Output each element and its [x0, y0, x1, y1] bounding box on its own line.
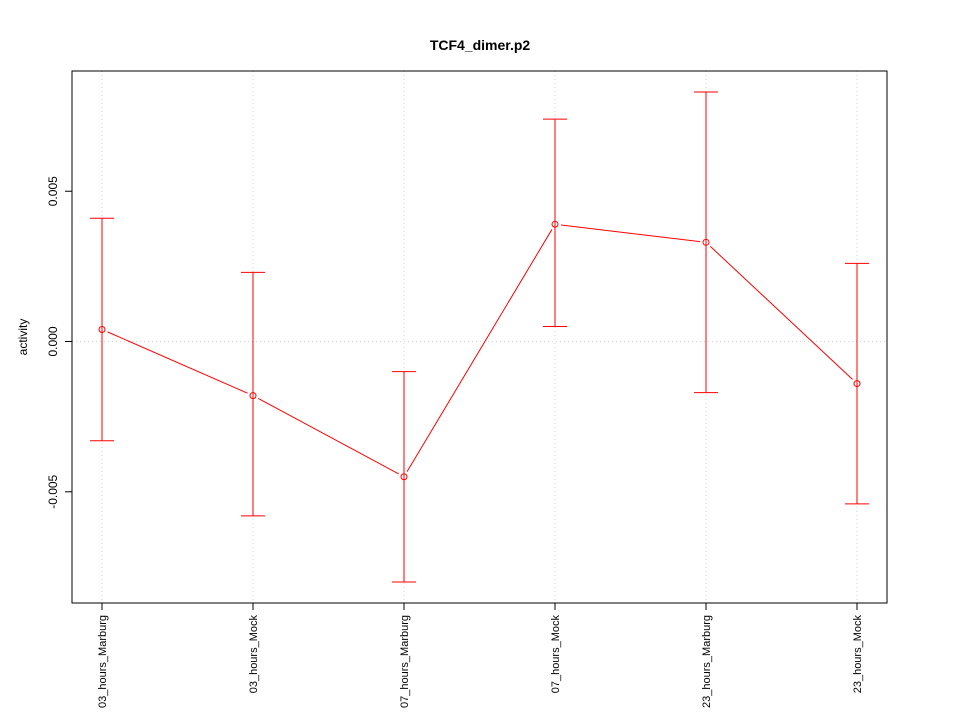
- series-line-segment: [258, 398, 399, 475]
- data-point: [853, 380, 861, 388]
- x-tick-label: 23_hours_Marburg: [701, 615, 713, 708]
- y-axis: -0.005 0.000 0.005: [46, 176, 72, 509]
- data-point: [551, 220, 559, 228]
- x-tick-label: 03_hours_Marburg: [97, 615, 109, 708]
- series-line-segment: [107, 331, 248, 394]
- x-tick-label: 07_hours_Mock: [550, 615, 562, 694]
- plot-frame: [71, 70, 888, 604]
- x-tick-label: 03_hours_Mock: [248, 615, 260, 694]
- data-point: [702, 238, 710, 246]
- x-tick-label: 07_hours_Marburg: [399, 615, 411, 708]
- grid: [72, 71, 887, 603]
- data-point: [249, 392, 257, 400]
- chart-title: TCF4_dimer.p2: [430, 37, 531, 53]
- y-tick-label: -0.005: [46, 474, 60, 508]
- series: [90, 91, 869, 583]
- y-tick-label: 0.005: [46, 176, 60, 206]
- x-tick-label: 23_hours_Mock: [852, 615, 864, 694]
- x-axis: 03_hours_Marburg 03_hours_Mock 07_hours_Ma…: [97, 603, 864, 708]
- data-point: [400, 473, 408, 481]
- data-point: [98, 325, 106, 333]
- y-tick-label: 0.000: [46, 326, 60, 356]
- series-line-segment: [710, 246, 853, 380]
- y-axis-label: activity: [16, 319, 30, 356]
- series-line-segment: [406, 229, 553, 472]
- series-line-segment: [560, 224, 701, 243]
